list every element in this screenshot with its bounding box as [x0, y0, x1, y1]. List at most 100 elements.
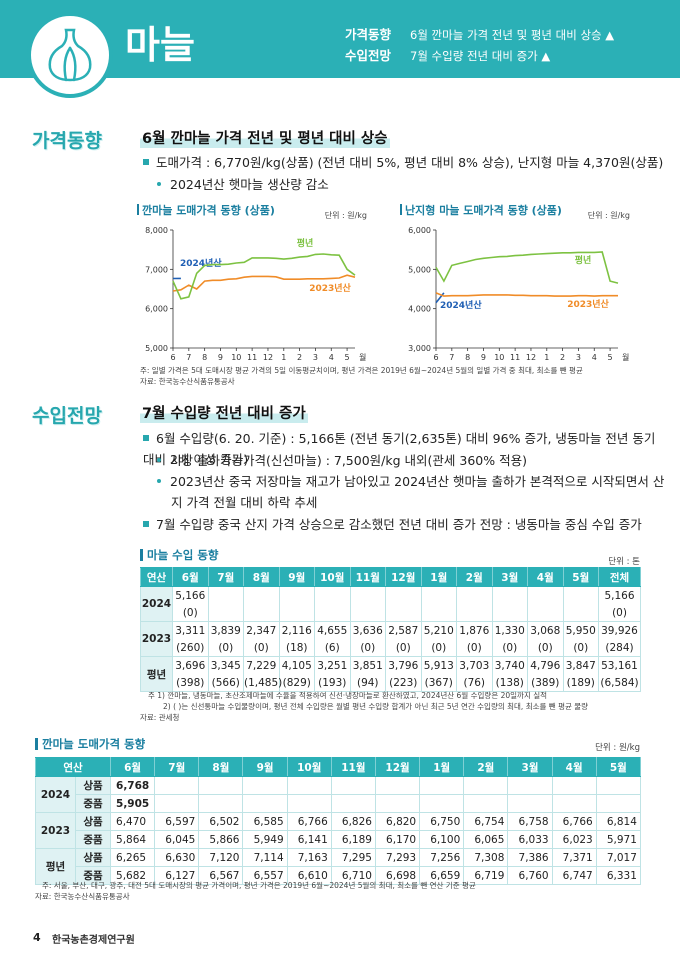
- column-header: 7월: [207, 567, 244, 587]
- value-cell: 7,120: [198, 848, 244, 867]
- value-cell: [551, 776, 597, 795]
- section-label: 수입전망: [32, 405, 102, 427]
- y-tick-label: 8,000: [145, 226, 168, 235]
- value-cell: 6,710: [330, 866, 376, 885]
- paren-cell: [278, 604, 315, 622]
- x-unit: 월: [622, 352, 629, 362]
- year-cell: 평년: [35, 848, 76, 885]
- column-header: 8월: [243, 567, 280, 587]
- column-header: 6월: [172, 567, 209, 587]
- x-tick-label: 3: [313, 353, 318, 362]
- icon-circle: [27, 12, 113, 98]
- paren-cell: (829): [278, 674, 315, 692]
- value-cell: 5,971: [595, 830, 641, 849]
- value-cell: 6,766: [286, 812, 332, 831]
- x-tick-label: 11: [247, 353, 257, 362]
- value-cell: [456, 586, 493, 604]
- paren-cell: [385, 604, 422, 622]
- series-label: 평년: [575, 254, 592, 266]
- x-tick-label: 7: [186, 353, 191, 362]
- page-number: 4: [33, 931, 41, 944]
- grade-cell: 상품: [74, 812, 112, 831]
- value-cell: 3,696: [172, 656, 209, 674]
- value-cell: 3,636: [349, 621, 386, 639]
- y-tick-label: 6,000: [145, 305, 168, 314]
- y-tick-label: 5,000: [408, 265, 431, 274]
- grade-cell: 중품: [74, 794, 112, 813]
- column-header: 3월: [491, 567, 528, 587]
- x-tick-label: 11: [510, 353, 520, 362]
- paren-cell: (0): [385, 639, 422, 657]
- x-unit: 월: [359, 352, 366, 362]
- paren-cell: (223): [385, 674, 422, 692]
- paren-cell: [562, 604, 599, 622]
- sub-bullet: 2024년산 햇마늘 생산량 감소: [157, 174, 329, 195]
- value-cell: 7,256: [419, 848, 465, 867]
- series-label: 2023년산: [567, 298, 609, 310]
- value-cell: 6,470: [110, 812, 156, 831]
- x-tick-label: 9: [218, 353, 223, 362]
- value-cell: 6,033: [507, 830, 553, 849]
- value-cell: 2,347: [243, 621, 280, 639]
- x-tick-label: 7: [449, 353, 454, 362]
- table-title: 깐마늘 도매가격 동향: [35, 738, 145, 750]
- value-cell: [551, 794, 597, 813]
- unit: 단위 : 톤: [608, 557, 640, 567]
- paren-cell: (389): [527, 674, 564, 692]
- column-header: 2월: [463, 757, 509, 777]
- series-line: [172, 274, 356, 292]
- value-cell: 7,386: [507, 848, 553, 867]
- header-band: 마늘 가격동향 6월 깐마늘 가격 전년 및 평년 대비 상승 ▲ 수입전망 7…: [0, 0, 680, 98]
- series-line: [435, 292, 618, 297]
- table-row: 중품 5,864 6,045 5,866 5,949 6,141 6,189 6,170 6,1…: [36, 830, 641, 849]
- value-cell: 6,265: [110, 848, 156, 867]
- value-cell: 7,017: [595, 848, 641, 867]
- table-row: (398) (566) (1,485) (829) (193) (94) (223) (367…: [141, 674, 641, 692]
- x-tick-label: 10: [231, 353, 241, 362]
- value-cell: 4,655: [314, 621, 351, 639]
- note: 주 1) 깐마늘, 냉동마늘, 초산조제마늘에 수율을 적용하여 신선·냉장마늘…: [148, 691, 548, 700]
- year-cell: 평년: [140, 656, 173, 692]
- y-tick-label: 3,000: [408, 344, 431, 353]
- value-cell: 7,229: [243, 656, 280, 674]
- paren-cell: (1,485): [243, 674, 282, 692]
- value-cell: 2,587: [385, 621, 422, 639]
- paren-cell: (0): [598, 604, 641, 622]
- value-cell: [198, 776, 244, 795]
- value-cell: [154, 776, 200, 795]
- header-bg: [0, 0, 680, 78]
- column-header: 11월: [349, 567, 386, 587]
- series-line: [435, 251, 619, 284]
- value-cell: 6,597: [154, 812, 200, 831]
- table-row: 2024 5,166 5,166: [140, 586, 641, 622]
- value-cell: [463, 776, 509, 795]
- value-cell: 5,949: [242, 830, 288, 849]
- column-header: 11월: [330, 757, 376, 777]
- paren-cell: (138): [491, 674, 528, 692]
- paren-cell: (566): [207, 674, 244, 692]
- summary-text: 6월 깐마늘 가격 전년 및 평년 대비 상승 ▲: [410, 28, 614, 42]
- value-cell: 6,141: [286, 830, 332, 849]
- chart-title: 깐마늘 도매가격 동향 (상품): [142, 203, 275, 217]
- year-cell: 2024: [35, 776, 76, 813]
- title-bar: [400, 204, 402, 215]
- series-label: 2024년산: [440, 299, 482, 311]
- column-header: 10월: [286, 757, 332, 777]
- paren-cell: [207, 604, 244, 622]
- value-cell: [330, 794, 376, 813]
- value-cell: [374, 794, 421, 813]
- x-tick-label: 1: [281, 353, 286, 362]
- value-cell: 4,105: [278, 656, 315, 674]
- value-cell: 6,719: [463, 866, 509, 885]
- grade-cell: 중품: [74, 866, 112, 885]
- value-cell: 6,065: [463, 830, 509, 849]
- value-cell: [420, 586, 457, 604]
- value-cell: 6,331: [595, 866, 641, 885]
- summary-label: 수입전망: [345, 48, 392, 63]
- value-cell: [242, 794, 288, 813]
- note: 자료: 한국농수산식품유통공사: [140, 377, 235, 386]
- paren-cell: (189): [562, 674, 599, 692]
- value-cell: 7,371: [551, 848, 597, 867]
- table-row: 중품 5,682 6,127 6,567 6,557 6,610 6,710 6,698 6,6…: [36, 866, 641, 885]
- note: 주: 일별 가격은 5대 도매시장 평균 가격의 5일 이동평균치이며, 평년 …: [140, 366, 583, 375]
